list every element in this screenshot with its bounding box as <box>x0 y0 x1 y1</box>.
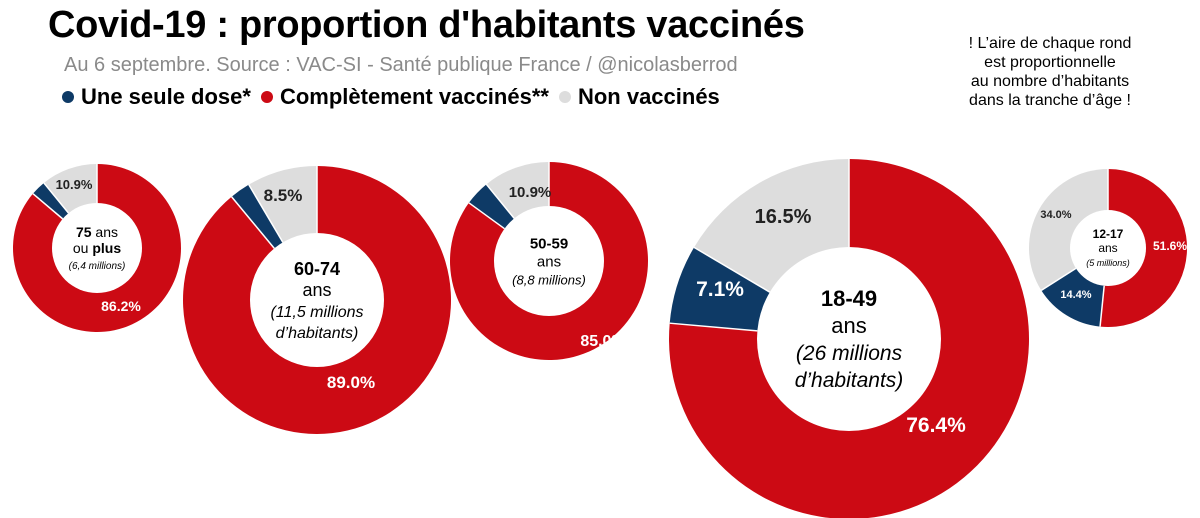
center-suffix-g50: ans <box>537 253 561 270</box>
center-age-g60: 60-74 <box>294 259 340 279</box>
legend-dot-one-dose <box>62 91 74 103</box>
value-label-g50-full: 85.0% <box>580 333 625 350</box>
slice-separator <box>1040 267 1077 291</box>
legend: Une seule dose* Complètement vaccinés** … <box>62 84 730 110</box>
center-population-g18-0: (26 millions <box>796 342 903 365</box>
value-label-g18-one: 7.1% <box>696 278 744 301</box>
legend-dot-not-vaccinated <box>558 91 571 103</box>
center-age-g12: 12-17 <box>1093 227 1124 241</box>
slice-g18-full <box>669 159 1029 518</box>
legend-item-not-vaccinated: Non vaccinés <box>558 84 720 110</box>
donut-hole-g60 <box>250 233 384 367</box>
center-age-g75: 75 ans <box>76 224 118 240</box>
area-note: ! L’aire de chaque rond est proportionne… <box>940 34 1160 110</box>
slice-separator <box>1099 285 1105 327</box>
legend-label-one-dose: Une seule dose* <box>81 84 251 109</box>
center-population-g60-0: (11,5 millions <box>270 304 363 321</box>
donut-hole-g18 <box>757 247 941 431</box>
legend-label-not-vaccinated: Non vaccinés <box>577 84 720 109</box>
chart-subtitle: Au 6 septembre. Source : VAC-SI - Santé … <box>64 54 738 76</box>
area-note-line-2: est proportionnelle <box>984 54 1116 71</box>
area-note-line-3: au nombre d’habitants <box>970 73 1130 90</box>
center-suffix-g60: ans <box>302 280 331 300</box>
slice-separator <box>485 183 515 219</box>
slice-separator <box>231 196 275 249</box>
center-population-g18-1: d’habitants) <box>795 369 904 392</box>
value-label-g75-full: 86.2% <box>101 298 141 314</box>
center-suffix-g18: ans <box>831 313 866 338</box>
value-label-g12-one: 14.4% <box>1060 289 1091 301</box>
area-note-line-1: ! L’aire de chaque rond <box>968 35 1132 52</box>
center-population-g75-0: (6,4 millions) <box>69 261 126 272</box>
donut-hole-g75 <box>52 203 142 293</box>
value-label-g75-none: 10.9% <box>56 177 93 192</box>
donut-hole-g50 <box>494 206 604 316</box>
center-population-g60-1: d’habitants) <box>276 325 359 342</box>
chart-title: Covid-19 : proportion d'habitants vaccin… <box>48 4 805 46</box>
legend-label-fully-vaccinated: Complètement vaccinés** <box>279 84 549 109</box>
value-label-g50-none: 10.9% <box>509 184 552 201</box>
value-label-g12-full: 51.6% <box>1153 239 1187 253</box>
slice-separator <box>32 193 64 220</box>
center-population-g12-0: (5 millions) <box>1086 258 1130 268</box>
slice-separator <box>468 202 505 230</box>
value-label-g18-none: 16.5% <box>755 206 812 228</box>
value-label-g12-none: 34.0% <box>1040 209 1071 221</box>
slice-separator <box>248 184 284 243</box>
center-line2-g75: ou plus <box>73 240 121 256</box>
value-label-g18-full: 76.4% <box>906 414 966 437</box>
slice-separator <box>693 246 771 293</box>
value-label-g60-none: 8.5% <box>264 186 303 205</box>
legend-item-fully-vaccinated: Complètement vaccinés** <box>260 84 549 110</box>
center-age-g50: 50-59 <box>530 235 568 252</box>
area-note-line-4: dans la tranche d’âge ! <box>969 92 1131 109</box>
donut-hole-g12 <box>1070 210 1146 286</box>
center-population-g50-0: (8,8 millions) <box>512 272 586 287</box>
center-suffix-g12: ans <box>1098 241 1117 255</box>
center-age-g18: 18-49 <box>821 286 877 311</box>
slice-separator <box>669 322 758 332</box>
legend-dot-fully-vaccinated <box>260 91 273 103</box>
slice-separator <box>43 182 70 214</box>
legend-item-one-dose: Une seule dose* <box>62 84 251 110</box>
value-label-g60-full: 89.0% <box>327 373 375 392</box>
